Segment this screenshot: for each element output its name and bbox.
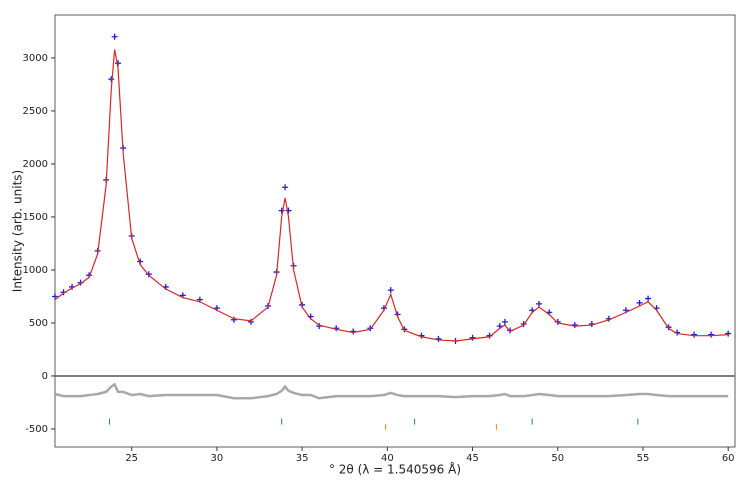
y-tick-label: 2000 bbox=[23, 159, 48, 170]
x-tick-label: 45 bbox=[466, 453, 479, 464]
observed-point bbox=[645, 295, 652, 302]
observed-point bbox=[52, 293, 58, 300]
observed-point bbox=[230, 316, 237, 323]
observed-point bbox=[725, 330, 732, 337]
calculated-line bbox=[54, 49, 729, 342]
observed-point bbox=[691, 331, 698, 338]
observed-point bbox=[571, 322, 578, 329]
difference-line bbox=[54, 382, 729, 400]
observed-point bbox=[435, 335, 442, 342]
x-axis-label: ° 2θ (λ = 1.540596 Å) bbox=[329, 462, 461, 477]
y-tick-label: 2500 bbox=[23, 106, 48, 117]
observed-point bbox=[247, 318, 254, 325]
observed-point bbox=[108, 76, 115, 83]
observed-point bbox=[111, 33, 118, 40]
y-tick-label: 0 bbox=[42, 371, 48, 382]
x-tick-label: 25 bbox=[125, 453, 138, 464]
x-tick-label: 40 bbox=[381, 453, 394, 464]
observed-point bbox=[278, 207, 285, 214]
observed-point bbox=[282, 184, 289, 191]
y-tick-label: 500 bbox=[29, 318, 48, 329]
y-axis-label: Intensity (arb. units) bbox=[11, 170, 25, 292]
observed-point bbox=[387, 287, 394, 294]
observed-point bbox=[145, 271, 152, 278]
y-tick-label: -500 bbox=[25, 424, 48, 435]
observed-point bbox=[350, 328, 357, 335]
y-tick-label: 1500 bbox=[23, 212, 48, 223]
y-tick-label: 3000 bbox=[23, 53, 48, 64]
x-tick-label: 35 bbox=[296, 453, 309, 464]
observed-point bbox=[285, 207, 292, 214]
x-tick-label: 55 bbox=[637, 453, 650, 464]
x-tick-label: 60 bbox=[722, 453, 735, 464]
observed-point bbox=[469, 334, 476, 341]
observed-point bbox=[367, 325, 374, 332]
observed-point bbox=[536, 300, 543, 307]
x-tick-label: 50 bbox=[551, 453, 564, 464]
observed-point bbox=[636, 299, 643, 306]
x-tick-label: 30 bbox=[211, 453, 224, 464]
observed-point bbox=[554, 318, 561, 325]
observed-point bbox=[501, 318, 508, 325]
plot-frame bbox=[54, 14, 736, 448]
observed-point bbox=[708, 331, 715, 338]
y-tick-label: 1000 bbox=[23, 265, 48, 276]
